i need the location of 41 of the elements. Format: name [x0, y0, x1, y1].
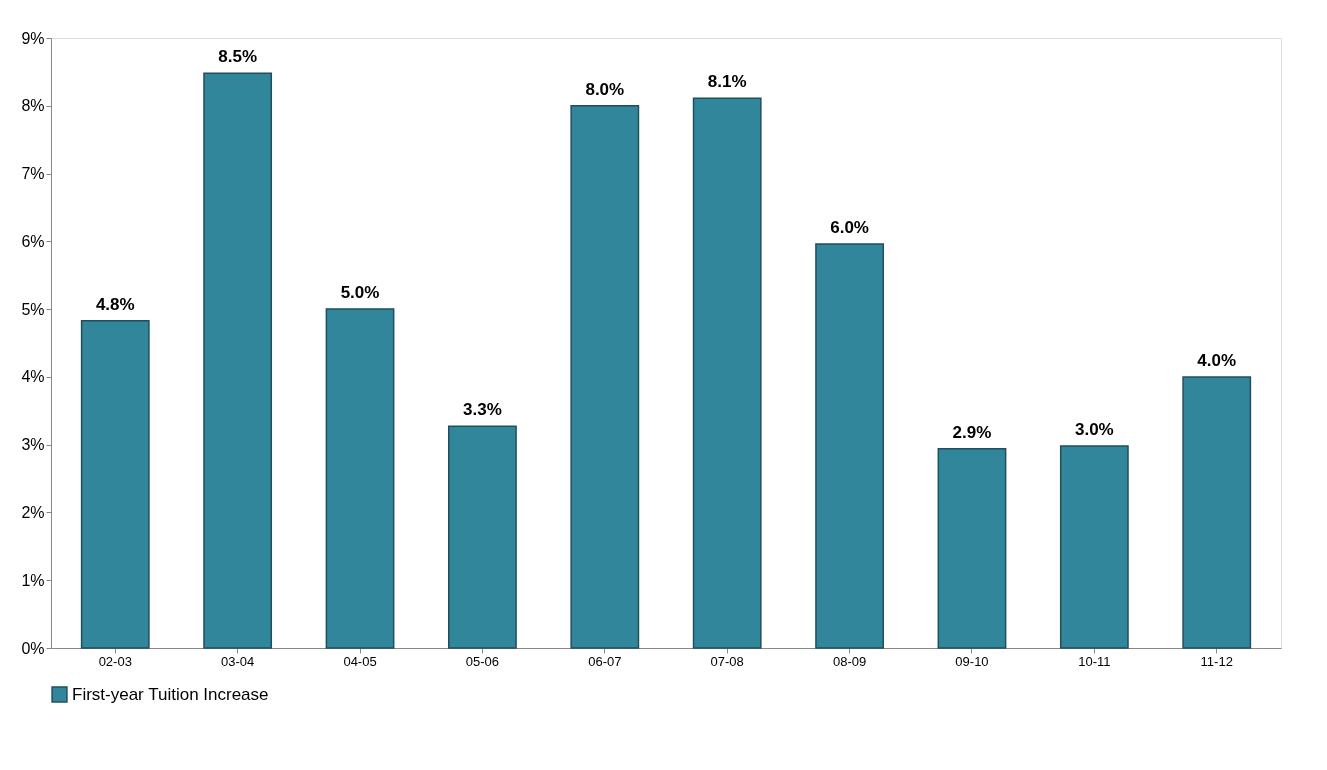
bar [815, 243, 884, 649]
x-tick-label: 04-05 [343, 653, 377, 669]
text: 3.3% [463, 400, 502, 420]
x-tick-label: 02-03 [98, 653, 132, 669]
bar [325, 308, 395, 649]
text: 4.0% [1197, 350, 1237, 370]
bar [80, 319, 150, 649]
text: 4.8% [95, 294, 135, 314]
bar [1182, 376, 1252, 649]
x-tick-label: 10-11 [1078, 653, 1111, 669]
bar [937, 447, 1007, 649]
x-tick-label: 05-06 [465, 653, 500, 669]
text: 8.5% [218, 47, 258, 67]
bar [1059, 445, 1129, 649]
y-tick-label: 6% [21, 232, 45, 250]
y-tick-label: 2% [21, 503, 45, 521]
text: 8.1% [707, 72, 747, 92]
x-tick-label: 03-04 [221, 653, 255, 669]
x-tick-label: 07-08 [710, 653, 744, 669]
text: 2.9% [952, 422, 992, 442]
y-tick-label: 1% [21, 571, 45, 589]
text: 8.0% [585, 79, 625, 99]
bar [448, 425, 517, 649]
x-tick-label: 11-12 [1200, 653, 1233, 669]
text: 5.0% [340, 283, 380, 303]
bar [692, 97, 762, 649]
bar [203, 72, 273, 649]
x-tick-label: 09-10 [955, 653, 989, 669]
y-tick-label: 5% [21, 300, 45, 318]
y-tick-label: 8% [21, 97, 45, 115]
text: 6.0% [830, 218, 869, 238]
text: 3.0% [1074, 420, 1114, 440]
y-tick-label: 3% [21, 436, 45, 454]
y-tick-label: 7% [21, 165, 45, 183]
x-tick-label: 06-07 [588, 653, 622, 669]
y-tick-label: 0% [21, 639, 45, 657]
x-tick-label: 08-09 [832, 653, 867, 669]
bar [570, 105, 640, 649]
legend-label: First-year Tuition Increase [72, 684, 269, 704]
y-tick-label: 4% [21, 368, 45, 386]
y-tick-label: 9% [21, 29, 45, 47]
